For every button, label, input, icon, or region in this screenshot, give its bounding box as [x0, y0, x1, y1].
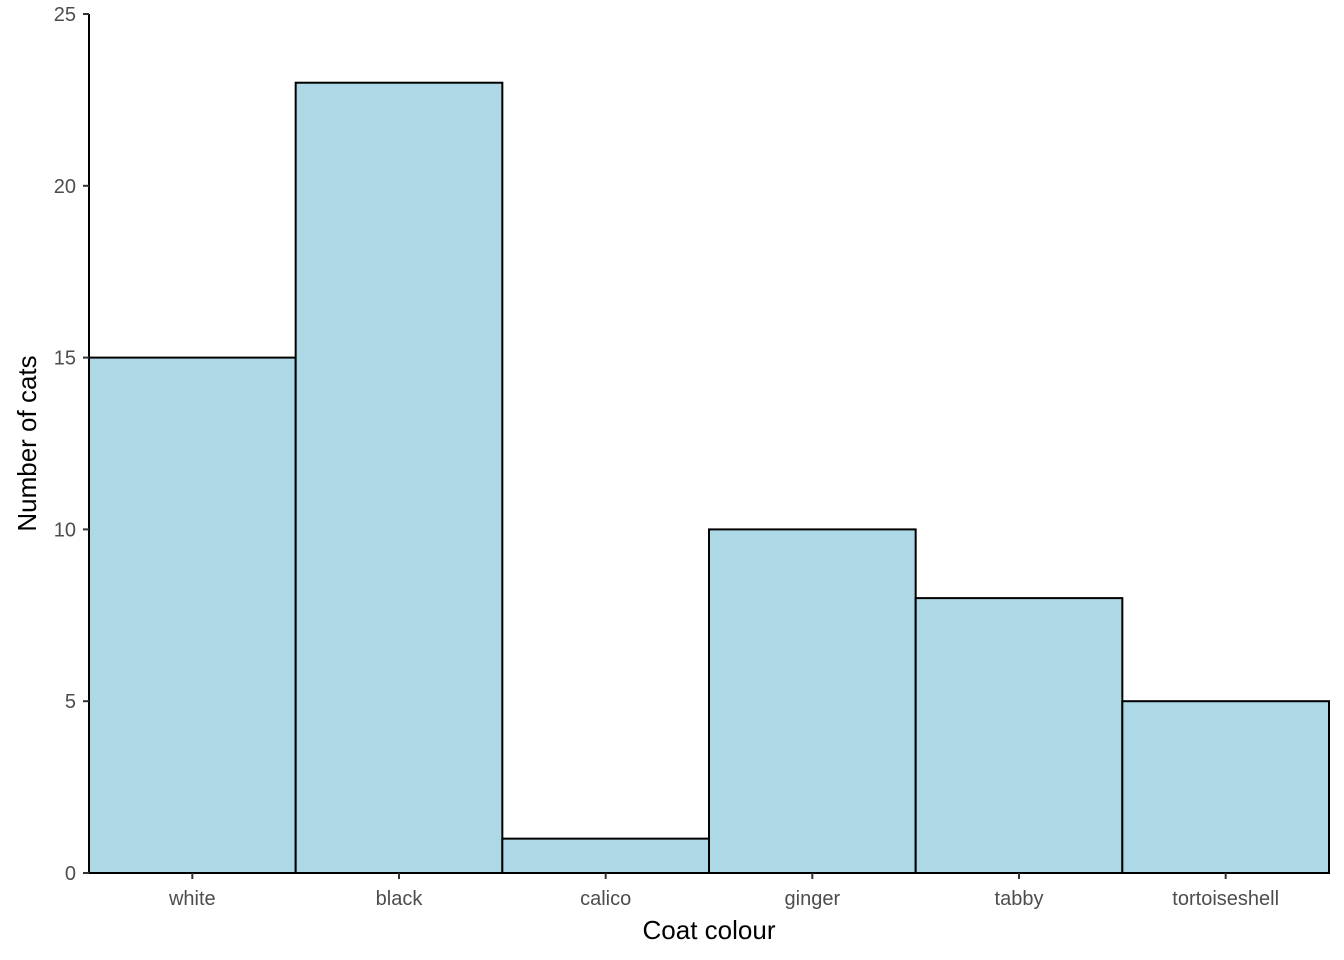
y-tick-label-20: 20: [54, 176, 76, 198]
bars-group: [88, 81, 1331, 875]
y-tick-label-5: 5: [65, 691, 76, 713]
y-tick-label-15: 15: [54, 348, 76, 370]
x-axis-title: Coat colour: [643, 915, 776, 945]
y-axis-title: Number of cats: [12, 355, 42, 531]
x-tick-label-tortoiseshell: tortoiseshell: [1172, 888, 1279, 910]
x-tick-label-ginger: ginger: [785, 888, 841, 910]
y-tick-label-25: 25: [54, 4, 76, 26]
bar-calico: [501, 837, 711, 875]
bar-ginger: [708, 528, 917, 875]
x-axis-ticks: white black calico ginger tabby tortoiseshell: [168, 873, 1279, 910]
bar-tortoiseshell: [1121, 700, 1331, 875]
x-tick-label-black: black: [376, 888, 424, 910]
bar-tabby: [914, 597, 1124, 874]
x-tick-label-calico: calico: [580, 888, 631, 910]
bar-black: [294, 81, 504, 875]
y-tick-label-0: 0: [65, 863, 76, 885]
y-axis-ticks: 0 5 10 15 20 25: [54, 4, 89, 885]
y-tick-label-10: 10: [54, 519, 76, 541]
x-tick-label-white: white: [168, 888, 216, 910]
bar-white: [88, 356, 297, 875]
x-tick-label-tabby: tabby: [995, 888, 1044, 910]
